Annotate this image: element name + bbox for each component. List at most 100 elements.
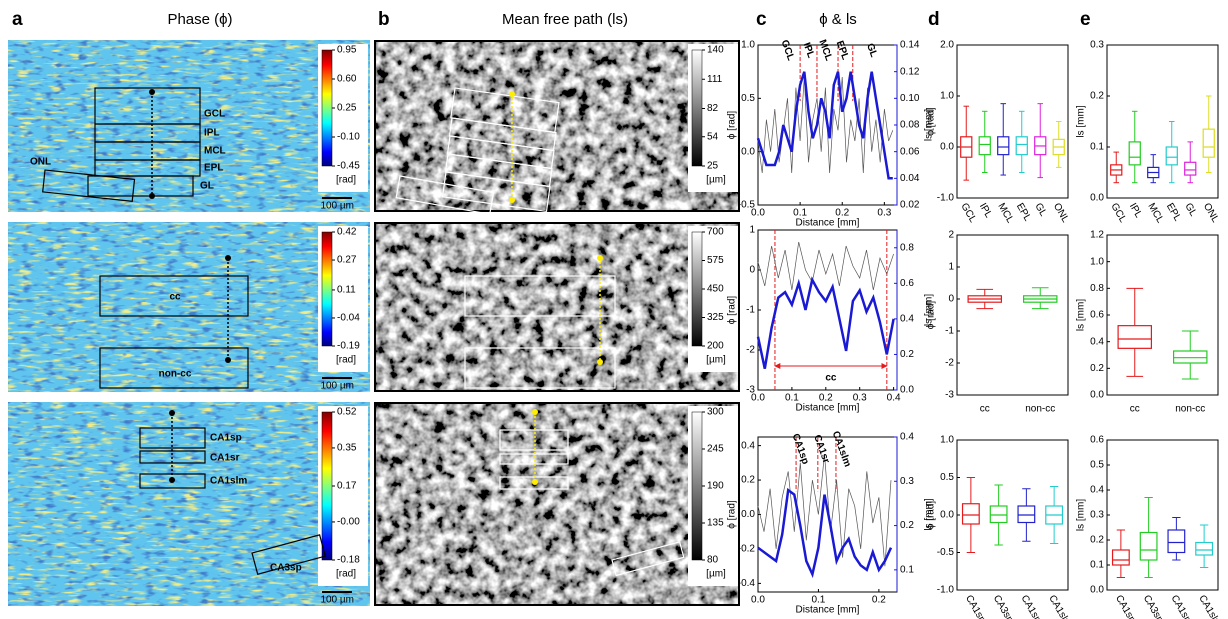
y-tick-label: 1.0 xyxy=(1090,256,1104,267)
colorbar xyxy=(321,49,333,167)
x-axis-label: Distance [mm] xyxy=(796,218,860,229)
plot-frame xyxy=(956,44,1069,199)
region-box xyxy=(464,347,616,389)
y-axis-label: ϕ [rad] xyxy=(727,111,738,140)
region-label: GL xyxy=(200,181,214,192)
y-tick-label: -3 xyxy=(945,390,954,401)
y-tick-label: 0.1 xyxy=(1090,560,1104,571)
box xyxy=(1128,141,1141,166)
y-tick-label: -0.5 xyxy=(738,200,756,211)
region-box xyxy=(611,541,685,577)
y-tick-label: 0.6 xyxy=(1090,435,1104,446)
y2-tick-label: 0.4 xyxy=(900,314,914,325)
box xyxy=(1167,529,1186,554)
colorbar xyxy=(321,411,333,561)
plot-frame xyxy=(1106,234,1219,396)
y-tick-label: 0.0 xyxy=(940,142,954,153)
region-label: MCL xyxy=(816,38,834,62)
y-tick-label: 0.0 xyxy=(1090,390,1104,401)
y2-tick-label: 0.4 xyxy=(900,432,914,443)
x-tick-label: 0.0 xyxy=(751,393,765,404)
box xyxy=(989,505,1008,524)
y-tick-label: 0.3 xyxy=(1090,510,1104,521)
colorbar-unit: [rad] xyxy=(336,175,356,186)
y-axis-label: ϕ [rad] xyxy=(926,107,937,136)
x-tick-label: 0.0 xyxy=(751,208,765,219)
y-tick-label: -2 xyxy=(945,358,954,369)
profile-end xyxy=(149,193,155,199)
profile-end xyxy=(169,477,175,483)
y-tick-label: -1.0 xyxy=(937,585,955,596)
region-box xyxy=(139,427,206,449)
x-tick-label: GCL xyxy=(1108,201,1128,225)
y-tick-label: -0.2 xyxy=(738,544,756,555)
box xyxy=(1165,146,1178,166)
profile-end xyxy=(149,89,155,95)
colorbar-tick-label: -0.19 xyxy=(337,341,360,352)
region-box xyxy=(87,175,194,197)
region-label: CA1sr xyxy=(210,453,240,464)
tissue-texture xyxy=(8,402,370,606)
x-tick-label: EPL xyxy=(1164,201,1183,223)
x-tick-label: cc xyxy=(1130,404,1140,415)
region-label: GL xyxy=(864,42,879,59)
region-box xyxy=(251,534,327,575)
box xyxy=(1139,531,1158,561)
colorbar-unit: [rad] xyxy=(336,355,356,366)
region-label: EPL xyxy=(834,39,851,61)
y-tick-label: 0.2 xyxy=(741,475,755,486)
region-label: CA3sp xyxy=(270,563,302,574)
y2-tick-label: 0.12 xyxy=(900,66,920,77)
y-tick-label: 0.1 xyxy=(1090,142,1104,153)
y-tick-label: 0.5 xyxy=(741,93,755,104)
y-axis-label: ϕ [rad] xyxy=(727,296,738,325)
colorbar-tick-label: 325 xyxy=(707,312,724,323)
colorbar-tick-label: 80 xyxy=(707,555,719,566)
y2-axis-label: ls [mm] xyxy=(924,498,935,530)
x-tick-label: 0.1 xyxy=(793,208,807,219)
region-label: IPL xyxy=(801,41,817,59)
profile-end xyxy=(169,410,175,416)
x-tick-label: CA3sp xyxy=(991,593,1016,619)
tissue-texture xyxy=(376,42,738,210)
region-box xyxy=(395,175,495,215)
y2-tick-label: 0.10 xyxy=(900,93,920,104)
region-label: CA1slm xyxy=(830,430,853,469)
colorbar-unit: [rad] xyxy=(336,569,356,580)
y2-tick-label: 0.8 xyxy=(900,242,914,253)
y2-axis-label: ls [mm] xyxy=(924,109,935,141)
x-tick-label: 0.2 xyxy=(872,595,886,606)
x-tick-label: CA1sp xyxy=(1113,593,1138,619)
region-label: IPL xyxy=(204,128,220,139)
x-tick-label: 0.3 xyxy=(877,208,891,219)
colorbar-unit: [µm] xyxy=(706,569,726,580)
panel-title: Mean free path (ls) xyxy=(502,11,628,28)
panel-title: ϕ & ls xyxy=(819,11,857,28)
region-label: CA1sr xyxy=(811,433,831,465)
x-tick-label: 0.2 xyxy=(819,393,833,404)
profile-end xyxy=(225,255,231,261)
y2-tick-label: 0.1 xyxy=(900,564,914,575)
x-tick-label: CA1sr xyxy=(1168,593,1192,619)
profile-end xyxy=(509,197,515,203)
region-box xyxy=(99,347,249,389)
y-tick-label: 0.3 xyxy=(1090,40,1104,51)
y-tick-label: 0.4 xyxy=(1090,336,1104,347)
x-tick-label: CA1slm xyxy=(1196,593,1223,619)
region-label: non-cc xyxy=(159,369,192,380)
y-tick-label: 1 xyxy=(749,225,755,236)
colorbar-tick-label: -0.45 xyxy=(337,161,360,172)
y-tick-label: 1 xyxy=(948,262,954,273)
colorbar-unit: [µm] xyxy=(706,355,726,366)
profile-end xyxy=(597,359,603,365)
y2-tick-label: 0.08 xyxy=(900,120,920,131)
x-tick-label: 0.0 xyxy=(751,595,765,606)
colorbar-unit: [µm] xyxy=(706,175,726,186)
x-tick-label: 0.4 xyxy=(887,393,901,404)
y2-tick-label: 0.0 xyxy=(900,385,914,396)
colorbar-tick-label: -0.00 xyxy=(337,517,360,528)
box xyxy=(997,136,1010,156)
colorbar-tick-label: 700 xyxy=(707,227,724,238)
colorbar-tick-label: 0.60 xyxy=(337,74,357,85)
tissue-texture xyxy=(8,40,370,212)
